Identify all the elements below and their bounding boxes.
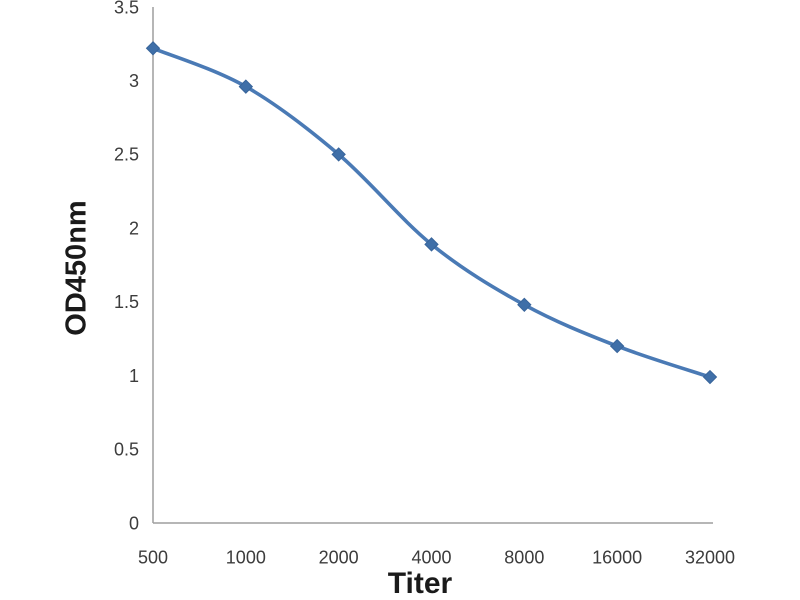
y-tick-label: 1.5: [114, 292, 139, 312]
data-point-marker: [238, 79, 254, 94]
y-tick-label: 3: [129, 71, 139, 91]
x-tick-label: 1000: [226, 547, 266, 567]
y-tick-label: 2: [129, 218, 139, 238]
data-point-marker: [702, 369, 718, 385]
x-tick-label: 4000: [411, 547, 451, 567]
data-point-marker: [424, 237, 439, 252]
x-axis-title: Titer: [387, 567, 453, 600]
x-tick-label: 2000: [319, 547, 359, 567]
x-tick-label: 8000: [504, 547, 544, 567]
data-point-marker: [145, 41, 161, 56]
x-tick-label: 500: [138, 547, 168, 567]
y-tick-label: 0.5: [114, 440, 139, 460]
data-point-marker: [517, 297, 532, 313]
data-point-marker: [609, 338, 625, 354]
x-tick-label: 16000: [592, 547, 642, 567]
y-axis-title: OD450nm: [60, 200, 93, 336]
y-tick-label: 2.5: [114, 145, 139, 165]
y-tick-label: 0: [129, 513, 139, 533]
y-tick-label: 3.5: [114, 0, 139, 17]
y-tick-label: 1: [129, 366, 139, 386]
x-tick-label: 32000: [685, 547, 735, 567]
data-point-marker: [331, 147, 346, 162]
series-line: [151, 46, 712, 379]
